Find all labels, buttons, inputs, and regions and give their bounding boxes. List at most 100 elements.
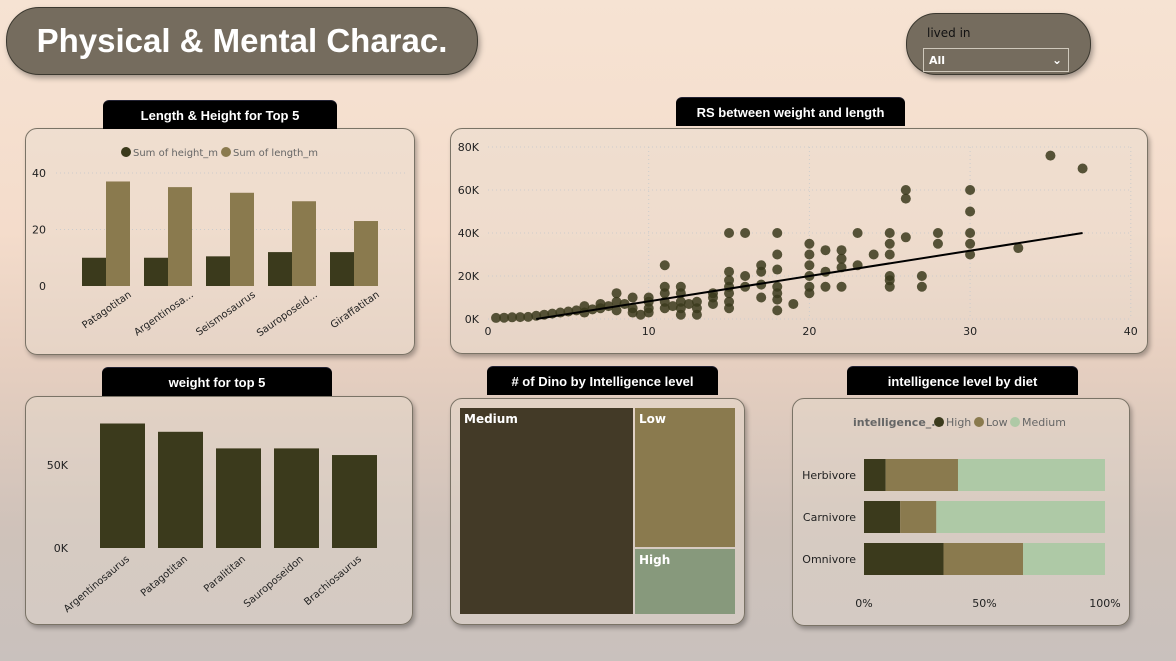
bar-length bbox=[106, 181, 130, 286]
weight-bar bbox=[158, 431, 203, 548]
scatter-point bbox=[820, 245, 831, 256]
stacked-bar-low bbox=[885, 459, 958, 491]
scatter-point bbox=[916, 271, 927, 281]
treemap-tile-low[interactable]: Low bbox=[635, 408, 735, 547]
scatter-title: RS between weight and length bbox=[676, 97, 905, 126]
legend-label: Low bbox=[986, 416, 1008, 429]
scatter-point bbox=[515, 312, 526, 323]
weight-chart: 0K 50K Argentinosaurus Patagotitan Paralitit… bbox=[47, 423, 377, 615]
scatter-point bbox=[611, 288, 622, 299]
chevron-down-icon: ⌄ bbox=[1051, 53, 1062, 67]
treemap: Medium Low High bbox=[460, 408, 735, 614]
scatter-point bbox=[691, 296, 702, 307]
stacked-bar-medium bbox=[1023, 543, 1105, 575]
scatter-point bbox=[772, 249, 783, 260]
scatter-panel: 0 10 20 30 40 0K 20K 40K 60K 80K bbox=[450, 128, 1148, 354]
x-tick-label: 40 bbox=[1124, 325, 1138, 338]
legend-marker bbox=[974, 417, 984, 427]
scatter-point bbox=[683, 298, 694, 309]
scatter-point bbox=[836, 245, 847, 256]
slicer-value: All bbox=[929, 54, 946, 67]
x-tick-label: 0% bbox=[855, 597, 872, 610]
legend-label: Sum of height_m bbox=[133, 148, 218, 159]
stacked-bar-high bbox=[864, 543, 944, 575]
lived-in-slicer[interactable]: lived in All ⌄ bbox=[906, 13, 1091, 75]
scatter-point bbox=[499, 312, 510, 323]
bar-height bbox=[268, 252, 292, 286]
scatter-point bbox=[611, 296, 622, 307]
scatter-point bbox=[724, 228, 735, 238]
scatter-point bbox=[659, 288, 670, 299]
weight-bar bbox=[216, 448, 261, 548]
scatter-point bbox=[1077, 163, 1088, 174]
scatter-point bbox=[916, 281, 927, 292]
scatter-point bbox=[965, 238, 976, 249]
stacked-bar-low bbox=[900, 501, 937, 533]
treemap-tile-high[interactable]: High bbox=[635, 549, 735, 614]
y-tick-label: 50K bbox=[47, 459, 69, 472]
x-tick-label: Seismosaurus bbox=[194, 289, 257, 338]
scatter-point bbox=[691, 309, 702, 320]
scatter-point bbox=[627, 292, 638, 303]
scatter-point bbox=[900, 193, 911, 204]
legend-title: intelligence_... bbox=[853, 416, 944, 429]
scatter-point bbox=[884, 238, 895, 249]
scatter-point bbox=[836, 253, 847, 264]
scatter-point bbox=[804, 288, 815, 299]
slicer-dropdown[interactable]: All ⌄ bbox=[923, 48, 1069, 72]
category-label: Herbivore bbox=[802, 469, 856, 482]
scatter-point bbox=[820, 281, 831, 292]
stacked-bar-high bbox=[864, 501, 901, 533]
stacked-bar-medium bbox=[936, 501, 1105, 533]
scatter-point bbox=[965, 206, 976, 217]
scatter-point bbox=[804, 260, 815, 271]
bar-height bbox=[144, 257, 168, 286]
y-tick-label: 40 bbox=[32, 167, 46, 180]
x-tick-label: Giraffatitan bbox=[329, 289, 382, 331]
scatter-point bbox=[788, 298, 799, 309]
scatter-point bbox=[627, 307, 638, 318]
scatter-point bbox=[804, 238, 815, 249]
scatter-point bbox=[740, 271, 751, 281]
category-label: Omnivore bbox=[802, 553, 856, 566]
legend-marker bbox=[934, 417, 944, 427]
x-tick-label: Sauroposeidon bbox=[242, 554, 306, 610]
scatter-point bbox=[740, 228, 751, 238]
y-tick-label: 0K bbox=[465, 313, 480, 326]
scatter-point bbox=[756, 292, 767, 303]
trend-line bbox=[536, 232, 1083, 320]
scatter-point bbox=[772, 228, 783, 238]
page-title: Physical & Mental Charac. bbox=[6, 7, 478, 75]
scatter-point bbox=[724, 288, 735, 299]
x-tick-label: Patagotitan bbox=[139, 554, 190, 599]
diet-title: intelligence level by diet bbox=[847, 366, 1078, 395]
y-tick-label: 40K bbox=[458, 227, 480, 240]
scatter-point bbox=[667, 301, 678, 312]
legend-marker bbox=[221, 147, 231, 157]
bar-length bbox=[354, 221, 378, 286]
scatter-point bbox=[707, 298, 718, 309]
slicer-label: lived in bbox=[927, 26, 971, 40]
x-tick-label: 30 bbox=[963, 325, 977, 338]
scatter-point bbox=[965, 185, 976, 195]
scatter-point bbox=[1045, 150, 1056, 161]
scatter-point bbox=[900, 185, 911, 195]
treemap-label: High bbox=[639, 553, 671, 567]
scatter-point bbox=[756, 266, 767, 277]
weight-bar bbox=[332, 455, 377, 548]
legend-label: Medium bbox=[1022, 416, 1066, 429]
x-tick-label: Brachiosaurus bbox=[302, 554, 364, 608]
bar-height bbox=[330, 252, 354, 286]
scatter-point bbox=[884, 228, 895, 238]
scatter-point bbox=[507, 312, 518, 323]
legend-marker bbox=[121, 147, 131, 157]
scatter-point bbox=[1013, 243, 1024, 254]
scatter-point bbox=[595, 298, 606, 309]
scatter-point bbox=[523, 311, 534, 322]
x-tick-label: 0 bbox=[485, 325, 492, 338]
weight-bar bbox=[274, 448, 319, 548]
treemap-panel: Medium Low High bbox=[450, 398, 745, 625]
stacked-bar-low bbox=[943, 543, 1024, 575]
x-tick-label: 100% bbox=[1089, 597, 1120, 610]
treemap-tile-medium[interactable]: Medium bbox=[460, 408, 633, 614]
